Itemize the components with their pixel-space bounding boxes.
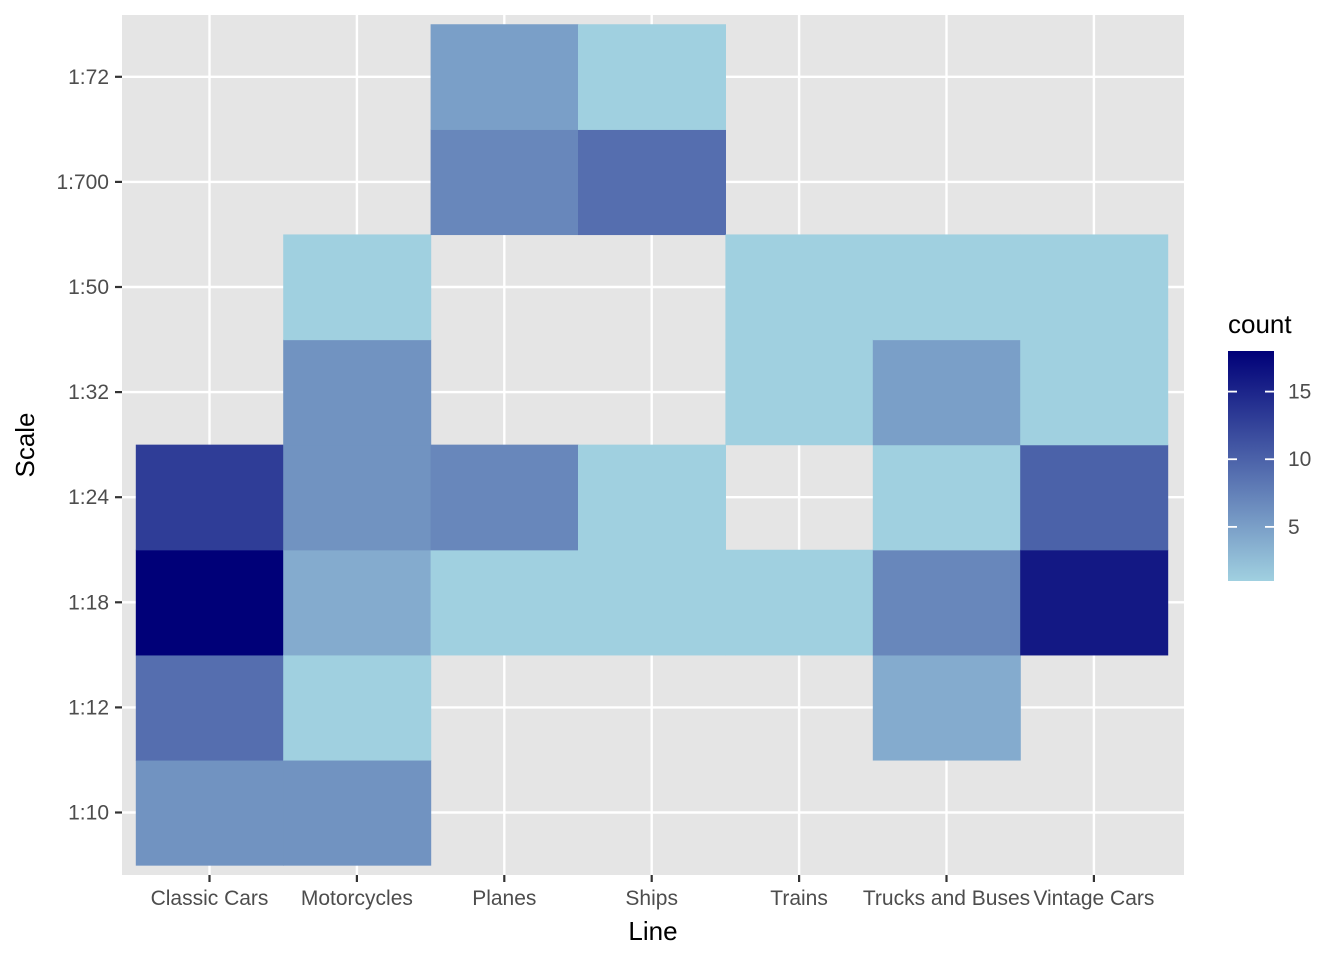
heatmap-tile — [725, 234, 874, 341]
heatmap-tile — [283, 339, 432, 446]
y-tick-label: 1:10 — [68, 802, 109, 825]
legend-tick-label: 5 — [1288, 516, 1300, 539]
y-axis: 1:10 1:12 1:18 1:24 1:32 1:50 1:700 1:72 — [56, 66, 122, 825]
heatmap-tile — [283, 234, 432, 341]
y-axis-title: Scale — [10, 412, 40, 477]
heatmap-tile — [578, 129, 726, 236]
x-tick-label: Trucks and Buses — [863, 887, 1030, 910]
heatmap-tile — [725, 549, 874, 656]
legend-tick-label: 15 — [1288, 381, 1311, 404]
heatmap-tile — [430, 129, 579, 236]
x-tick-label: Classic Cars — [151, 887, 269, 910]
heatmap-tile — [430, 444, 579, 551]
heatmap-tile — [283, 654, 432, 761]
legend-title: count — [1228, 309, 1292, 339]
y-tick-label: 1:12 — [68, 696, 109, 719]
heatmap-tile — [578, 24, 726, 130]
heatmap-tile — [283, 759, 432, 866]
y-tick-label: 1:72 — [68, 66, 109, 89]
heatmap-tiles — [135, 24, 1169, 866]
heatmap-tile — [1020, 444, 1169, 551]
y-tick-label: 1:18 — [68, 591, 109, 614]
heatmap-tile — [1020, 549, 1169, 656]
legend-colorbar — [1228, 351, 1274, 581]
y-tick-label: 1:700 — [56, 171, 109, 194]
heatmap-tile — [135, 654, 284, 761]
heatmap-tile — [872, 444, 1021, 551]
legend-ticks: 5 10 15 — [1228, 381, 1311, 539]
heatmap-tile — [578, 549, 726, 656]
y-tick-label: 1:32 — [68, 381, 109, 404]
heatmap-tile — [430, 24, 579, 130]
y-tick-label: 1:50 — [68, 276, 109, 299]
heatmap-tile — [283, 549, 432, 656]
x-tick-label: Vintage Cars — [1033, 887, 1154, 910]
x-tick-label: Motorcycles — [301, 887, 413, 910]
x-tick-label: Trains — [770, 887, 828, 910]
heatmap-tile — [135, 759, 284, 866]
y-tick-label: 1:24 — [68, 486, 109, 509]
heatmap-tile — [430, 549, 579, 656]
heatmap-tile — [872, 234, 1021, 341]
x-axis-title: Line — [628, 916, 677, 946]
legend-tick-label: 10 — [1288, 448, 1311, 471]
heatmap-tile — [872, 654, 1021, 761]
x-tick-label: Ships — [625, 887, 678, 910]
heatmap-tile — [135, 549, 284, 656]
heatmap-tile — [872, 339, 1021, 446]
heatmap-tile — [1020, 234, 1169, 341]
x-axis: Classic Cars Motorcycles Planes Ships Trains… — [151, 875, 1154, 910]
heatmap-tile — [135, 444, 284, 551]
color-legend: count 5 10 15 — [1228, 309, 1311, 581]
heatmap-tile — [1020, 339, 1169, 446]
heatmap-tile — [725, 339, 874, 446]
heatmap-tile — [578, 444, 726, 551]
x-tick-label: Planes — [472, 887, 536, 910]
heatmap-tile — [283, 444, 432, 551]
heatmap-tile — [872, 549, 1021, 656]
